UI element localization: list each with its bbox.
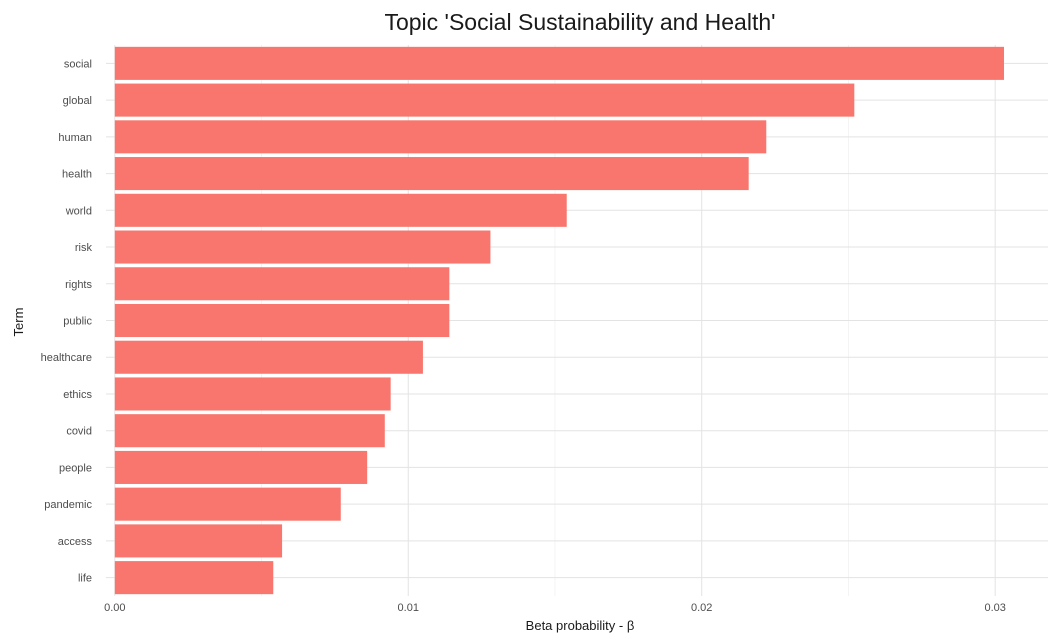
y-tick-label: ethics bbox=[63, 389, 92, 401]
bar-social bbox=[114, 46, 1004, 80]
y-tick-labels: social global human health world risk rights pu… bbox=[41, 58, 93, 584]
x-tick-label: 0.01 bbox=[398, 602, 419, 614]
x-tick-labels: 0.00 0.01 0.02 0.03 bbox=[104, 602, 1006, 614]
y-tick-label: public bbox=[63, 316, 92, 328]
y-tick-label: human bbox=[58, 132, 92, 144]
y-tick-label: health bbox=[62, 169, 92, 181]
bar-people bbox=[114, 450, 368, 484]
x-tick-label: 0.00 bbox=[104, 602, 125, 614]
y-tick-label: global bbox=[63, 95, 92, 107]
bar-world bbox=[114, 193, 567, 227]
bar-access bbox=[114, 524, 283, 558]
bar-public bbox=[114, 303, 450, 338]
bar-health bbox=[114, 157, 749, 191]
y-tick-label: rights bbox=[65, 279, 92, 291]
y-tick-label: people bbox=[59, 462, 92, 474]
y-tick-label: healthcare bbox=[41, 352, 92, 364]
x-tick-label: 0.02 bbox=[691, 602, 712, 614]
y-tick-label: social bbox=[64, 58, 92, 70]
bar-covid bbox=[114, 414, 385, 448]
bar-global bbox=[114, 83, 855, 117]
bar-human bbox=[114, 120, 767, 154]
y-tick-label: life bbox=[78, 573, 92, 585]
y-tick-label: pandemic bbox=[44, 499, 92, 511]
bar-life bbox=[114, 561, 274, 595]
bar-risk bbox=[114, 230, 491, 264]
bar-pandemic bbox=[114, 487, 341, 521]
y-tick-label: covid bbox=[66, 426, 92, 438]
y-axis-title: Term bbox=[11, 308, 26, 337]
y-tick-label: world bbox=[65, 205, 92, 217]
bars bbox=[114, 46, 1004, 595]
y-tick-label: risk bbox=[75, 242, 93, 254]
x-axis-title: Beta probability - β bbox=[526, 618, 635, 633]
y-tick-label: access bbox=[58, 536, 93, 548]
chart-title: Topic 'Social Sustainability and Health' bbox=[384, 9, 775, 35]
bar-ethics bbox=[114, 377, 391, 411]
x-tick-label: 0.03 bbox=[984, 602, 1005, 614]
bar-healthcare bbox=[114, 340, 423, 374]
bar-rights bbox=[114, 267, 450, 301]
